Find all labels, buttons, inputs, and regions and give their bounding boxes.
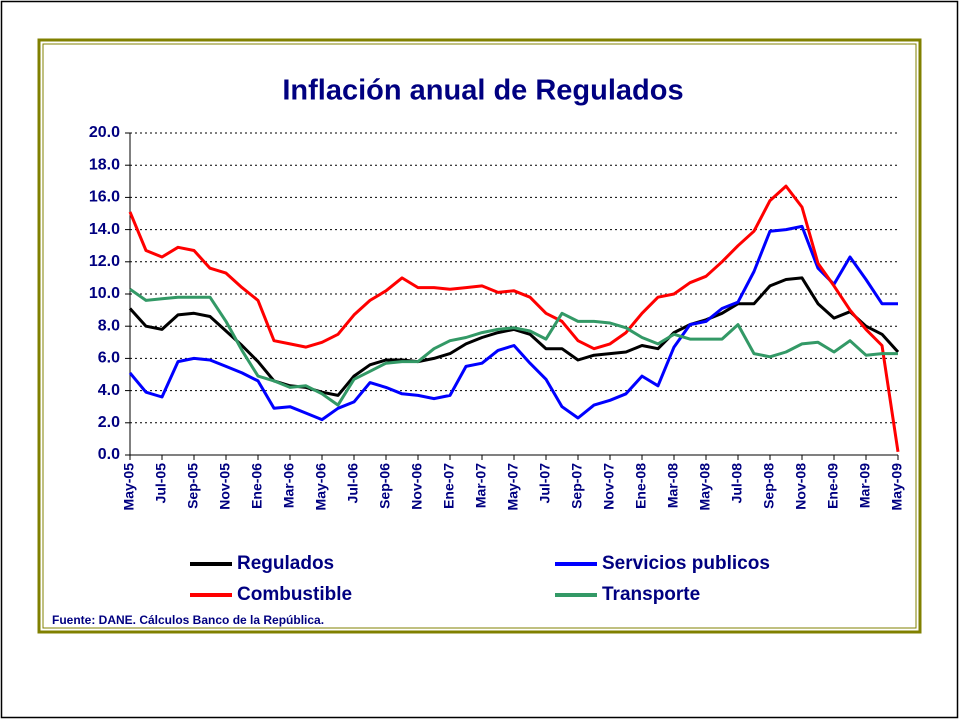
x-tick-label: Mar-09: [857, 463, 873, 508]
x-tick-label: Jul-08: [729, 463, 745, 504]
chart-title: Inflación anual de Regulados: [282, 75, 683, 107]
x-tick-label: May-08: [697, 463, 713, 511]
x-tick-label: Ene-08: [633, 463, 649, 509]
y-tick-label: 10.0: [89, 285, 120, 302]
series-line: [128, 224, 898, 422]
x-tick-label: Ene-09: [825, 463, 841, 509]
series-line: [128, 184, 900, 453]
x-tick-label: Nov-06: [409, 463, 425, 510]
chart-frame-inner: [42, 43, 917, 629]
x-tick-label: Jul-07: [537, 463, 553, 504]
y-tick-label: 14.0: [89, 221, 120, 238]
legend-label: Transporte: [602, 584, 700, 605]
series-line: [129, 287, 898, 407]
series-line: [128, 276, 900, 397]
y-tick-label: 6.0: [98, 350, 120, 367]
chart-frame: [37, 38, 922, 634]
source-note: Fuente: DANE. Cálculos Banco de la Repúb…: [52, 613, 324, 627]
x-tick-label: Nov-07: [601, 463, 617, 510]
x-tick-label: Jul-05: [153, 463, 169, 504]
y-tick-label: 4.0: [98, 382, 120, 399]
x-tick-label: Sep-06: [377, 463, 393, 509]
x-tick-label: May-07: [505, 463, 521, 511]
y-tick-label: 8.0: [98, 317, 120, 334]
x-tick-label: Nov-08: [793, 463, 809, 510]
y-tick-label: 20.0: [89, 124, 120, 141]
x-tick-label: Ene-07: [441, 463, 457, 509]
y-tick-label: 2.0: [98, 414, 120, 431]
x-tick-label: Nov-05: [217, 463, 233, 510]
x-tick-label: May-06: [313, 463, 329, 511]
x-tick-label: Mar-08: [665, 463, 681, 508]
y-tick-label: 18.0: [89, 156, 120, 173]
legend-label: Regulados: [237, 553, 334, 574]
x-tick-label: Ene-06: [249, 463, 265, 509]
x-tick-label: Sep-05: [185, 463, 201, 509]
x-tick-label: Mar-07: [473, 463, 489, 508]
x-tick-label: Jul-06: [345, 463, 361, 504]
x-tick-label: Sep-08: [761, 463, 777, 509]
x-tick-label: Mar-06: [281, 463, 297, 508]
y-tick-label: 16.0: [89, 189, 120, 206]
x-tick-label: Sep-07: [569, 463, 585, 509]
y-tick-label: 12.0: [89, 253, 120, 270]
legend-label: Servicios publicos: [602, 553, 770, 574]
legend-label: Combustible: [237, 584, 352, 605]
x-tick-label: May-05: [121, 463, 137, 511]
y-tick-label: 0.0: [98, 446, 120, 463]
x-tick-label: May-09: [889, 463, 905, 511]
